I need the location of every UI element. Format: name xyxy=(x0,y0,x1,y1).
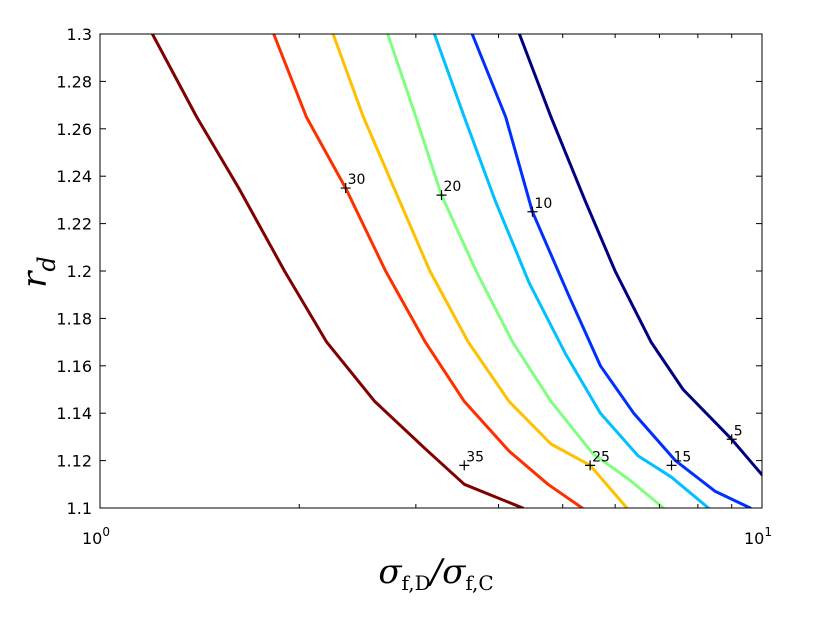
contour-label-30: 30 xyxy=(348,172,366,188)
y-tick-label: 1.28 xyxy=(56,72,92,91)
contour-label-25: 25 xyxy=(592,449,610,465)
contour-label-10: 10 xyxy=(534,196,552,212)
y-axis-title: rd xyxy=(15,256,61,288)
series-line-30 xyxy=(272,34,584,508)
y-tick-label: 1.22 xyxy=(56,215,92,234)
x-axis-title: σf,D/σf,C xyxy=(378,552,493,595)
x-axis-title-base2: σ xyxy=(442,552,466,592)
series-line-10 xyxy=(470,34,752,508)
x-axis-title-base: σ xyxy=(378,552,402,592)
contour-marker-5 xyxy=(726,434,737,445)
contour-label-5: 5 xyxy=(734,423,743,439)
contour-label-35: 35 xyxy=(466,449,484,465)
x-axis-title-sep: / xyxy=(428,552,446,592)
x-tick-label: 101 xyxy=(744,525,772,548)
contour-label-20: 20 xyxy=(444,179,462,195)
series-line-5 xyxy=(517,34,762,477)
contour-marker-25 xyxy=(585,460,596,471)
y-tick-label: 1.18 xyxy=(56,309,92,328)
contour-label-15: 15 xyxy=(674,449,692,465)
y-tick-label: 1.2 xyxy=(67,262,92,281)
contour-marker-20 xyxy=(436,190,447,201)
plot-frame xyxy=(99,33,763,509)
y-tick-label: 1.12 xyxy=(56,452,92,471)
x-axis-title-sub2: f,C xyxy=(465,571,493,595)
x-axis-title-sub1: f,D xyxy=(402,571,431,595)
contour-marker-10 xyxy=(527,206,538,217)
y-tick-label: 1.14 xyxy=(56,404,92,423)
x-tick-label: 100 xyxy=(82,525,110,548)
y-tick-label: 1.26 xyxy=(56,120,92,139)
contour-marker-30 xyxy=(340,183,351,194)
contour-marker-35 xyxy=(459,460,470,471)
contour-marker-15 xyxy=(666,460,677,471)
y-axis-title-sub: d xyxy=(33,256,61,271)
series-line-35 xyxy=(150,34,525,508)
y-tick-label: 1.3 xyxy=(67,25,92,44)
series-line-20 xyxy=(386,34,665,508)
series-line-15 xyxy=(432,34,710,508)
y-tick-label: 1.16 xyxy=(56,357,92,376)
y-tick-label: 1.24 xyxy=(56,167,92,186)
y-axis-title-base: r xyxy=(15,270,55,288)
series-line-25 xyxy=(331,34,629,508)
y-tick-label: 1.1 xyxy=(67,499,92,518)
